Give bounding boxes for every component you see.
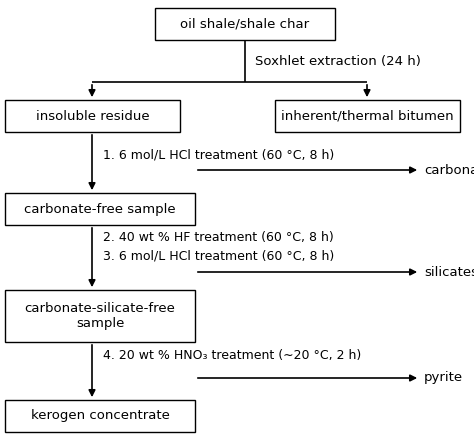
Text: carbonate-silicate-free
sample: carbonate-silicate-free sample xyxy=(25,302,175,330)
Text: kerogen concentrate: kerogen concentrate xyxy=(30,410,169,423)
Text: 4. 20 wt % HNO₃ treatment (∼20 °C, 2 h): 4. 20 wt % HNO₃ treatment (∼20 °C, 2 h) xyxy=(103,349,361,361)
Bar xyxy=(275,100,460,132)
Text: silicates: silicates xyxy=(424,265,474,279)
Bar xyxy=(5,100,180,132)
Text: 3. 6 mol/L HCl treatment (60 °C, 8 h): 3. 6 mol/L HCl treatment (60 °C, 8 h) xyxy=(103,250,334,262)
Text: oil shale/shale char: oil shale/shale char xyxy=(181,18,310,31)
Bar xyxy=(5,193,195,225)
Text: pyrite: pyrite xyxy=(424,371,463,385)
Bar xyxy=(5,290,195,342)
Bar xyxy=(5,400,195,432)
Text: insoluble residue: insoluble residue xyxy=(36,110,149,123)
Text: carbonate-free sample: carbonate-free sample xyxy=(24,202,176,215)
Text: 1. 6 mol/L HCl treatment (60 °C, 8 h): 1. 6 mol/L HCl treatment (60 °C, 8 h) xyxy=(103,148,334,162)
Text: 2. 40 wt % HF treatment (60 °C, 8 h): 2. 40 wt % HF treatment (60 °C, 8 h) xyxy=(103,230,334,244)
Bar xyxy=(155,8,335,40)
Text: inherent/thermal bitumen: inherent/thermal bitumen xyxy=(281,110,454,123)
Text: carbonates: carbonates xyxy=(424,163,474,177)
Text: Soxhlet extraction (24 h): Soxhlet extraction (24 h) xyxy=(255,56,421,68)
